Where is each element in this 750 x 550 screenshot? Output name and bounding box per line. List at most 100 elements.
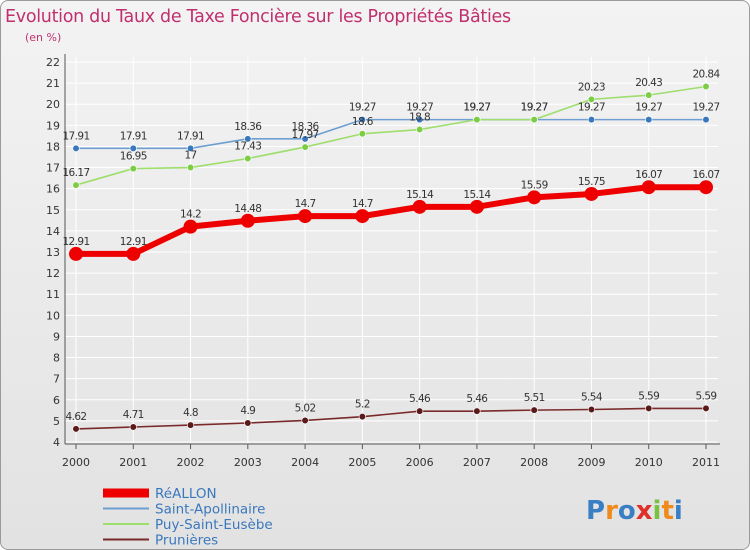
data-label-puy-saint-eus-be: 17 xyxy=(184,150,196,162)
legend: RéALLONSaint-ApollinairePuy-Saint-Eusèbe… xyxy=(103,486,273,549)
data-point-r-allon xyxy=(355,209,370,224)
data-point-r-allon xyxy=(240,213,255,228)
data-point-pruni-res xyxy=(358,413,366,421)
x-tick-label: 2004 xyxy=(291,456,319,469)
data-label-puy-saint-eus-be: 19.27 xyxy=(521,102,548,114)
data-point-saint-apollinaire xyxy=(587,116,596,124)
y-tick-label: 21 xyxy=(46,77,60,90)
x-tick-label: 2002 xyxy=(177,456,205,469)
data-label-saint-apollinaire: 19.27 xyxy=(578,102,605,114)
data-label-saint-apollinaire: 19.27 xyxy=(406,102,433,114)
data-point-puy-saint-eus-be xyxy=(473,116,481,124)
legend-label-r-allon: RéALLON xyxy=(155,486,217,502)
y-tick-label: 15 xyxy=(46,204,60,217)
data-point-r-allon xyxy=(584,186,599,201)
data-point-pruni-res xyxy=(416,407,424,415)
data-label-pruni-res: 5.46 xyxy=(409,393,431,405)
data-label-r-allon: 14.7 xyxy=(295,198,316,210)
y-tick-label: 12 xyxy=(46,267,60,280)
legend-label-saint-apollinaire: Saint-Apollinaire xyxy=(155,502,265,518)
y-tick-label: 19 xyxy=(46,119,60,132)
y-tick-label: 13 xyxy=(46,246,60,259)
data-label-pruni-res: 4.62 xyxy=(66,411,87,423)
data-label-puy-saint-eus-be: 18.6 xyxy=(352,116,374,128)
series-line-pruni-res xyxy=(75,407,706,430)
data-point-puy-saint-eus-be xyxy=(358,130,366,138)
data-label-r-allon: 16.07 xyxy=(692,169,719,181)
series-line-saint-apollinaire xyxy=(76,118,706,150)
series-line-puy-saint-eus-be xyxy=(75,85,707,186)
data-point-r-allon xyxy=(469,199,484,214)
data-point-pruni-res xyxy=(587,405,596,414)
data-label-pruni-res: 5.54 xyxy=(581,391,603,403)
data-label-puy-saint-eus-be: 16.95 xyxy=(120,151,147,163)
data-point-r-allon xyxy=(69,246,83,261)
data-point-pruni-res xyxy=(301,416,309,425)
data-point-saint-apollinaire xyxy=(72,144,80,152)
y-tick-label: 6 xyxy=(53,394,60,407)
data-label-saint-apollinaire: 17.91 xyxy=(120,130,147,142)
data-point-puy-saint-eus-be xyxy=(301,143,309,151)
data-point-saint-apollinaire xyxy=(702,116,710,124)
data-label-pruni-res: 5.46 xyxy=(466,393,488,405)
data-point-r-allon xyxy=(126,246,141,261)
data-label-saint-apollinaire: 19.27 xyxy=(463,102,490,114)
data-point-r-allon xyxy=(641,180,656,195)
y-tick-label: 4 xyxy=(53,436,60,449)
data-point-pruni-res xyxy=(72,425,80,433)
data-label-puy-saint-eus-be: 20.23 xyxy=(578,81,605,93)
data-point-pruni-res xyxy=(186,421,195,429)
data-point-r-allon xyxy=(183,219,198,234)
data-point-pruni-res xyxy=(129,423,137,431)
data-label-saint-apollinaire: 19.27 xyxy=(349,102,376,114)
x-tick-label: 2007 xyxy=(463,456,491,469)
data-point-r-allon xyxy=(412,199,427,214)
data-label-puy-saint-eus-be: 16.17 xyxy=(62,167,89,179)
data-label-puy-saint-eus-be: 17.97 xyxy=(292,129,319,141)
y-tick-label: 7 xyxy=(53,373,60,386)
data-label-pruni-res: 5.59 xyxy=(696,390,717,402)
data-label-puy-saint-eus-be: 20.43 xyxy=(635,77,662,89)
grid-layer xyxy=(65,57,718,447)
data-label-puy-saint-eus-be: 18.8 xyxy=(409,112,430,124)
data-label-saint-apollinaire: 19.27 xyxy=(692,102,719,114)
data-label-puy-saint-eus-be: 17.43 xyxy=(234,140,261,152)
data-label-r-allon: 12.91 xyxy=(120,236,147,248)
data-label-pruni-res: 4.8 xyxy=(183,407,198,419)
chart-title: Evolution du Taux de Taxe Foncière sur l… xyxy=(5,7,511,27)
data-point-saint-apollinaire xyxy=(186,144,195,152)
data-point-puy-saint-eus-be xyxy=(416,125,424,134)
data-point-pruni-res xyxy=(530,406,538,414)
data-point-pruni-res xyxy=(244,419,252,427)
data-point-saint-apollinaire xyxy=(416,116,424,124)
data-label-saint-apollinaire: 17.91 xyxy=(62,130,89,142)
data-point-pruni-res xyxy=(645,404,653,413)
unit-label: (en %) xyxy=(25,31,62,44)
data-label-saint-apollinaire: 19.27 xyxy=(635,102,662,114)
data-label-r-allon: 14.48 xyxy=(234,203,261,215)
data-label-r-allon: 14.2 xyxy=(180,209,201,221)
data-label-pruni-res: 5.51 xyxy=(524,392,545,404)
data-point-puy-saint-eus-be xyxy=(530,116,538,124)
data-point-saint-apollinaire xyxy=(358,116,366,124)
data-label-saint-apollinaire: 18.36 xyxy=(234,121,262,133)
data-label-puy-saint-eus-be: 19.27 xyxy=(463,102,490,114)
data-point-saint-apollinaire xyxy=(301,135,309,143)
data-point-puy-saint-eus-be xyxy=(587,95,596,103)
x-tick-label: 2008 xyxy=(520,456,548,469)
data-point-saint-apollinaire xyxy=(645,116,653,124)
y-tick-label: 22 xyxy=(46,56,60,69)
x-tick-label: 2010 xyxy=(635,456,663,469)
data-label-pruni-res: 4.71 xyxy=(123,409,144,421)
data-label-layer: 12.91 12.91 14.2 14.48 14.7 14.7 15.14 15.14 15.… xyxy=(62,68,721,423)
data-label-pruni-res: 5.02 xyxy=(295,402,316,414)
data-point-r-allon xyxy=(699,180,713,195)
y-tick-label: 8 xyxy=(53,352,60,365)
data-label-r-allon: 14.7 xyxy=(352,198,373,210)
x-tick-label: 2000 xyxy=(62,456,90,469)
data-point-puy-saint-eus-be xyxy=(244,154,252,163)
x-tick-label: 2003 xyxy=(234,456,262,469)
legend-label-puy-saint-eus-be: Puy-Saint-Eusèbe xyxy=(155,517,273,533)
logo-text: Proxiti xyxy=(586,496,683,526)
